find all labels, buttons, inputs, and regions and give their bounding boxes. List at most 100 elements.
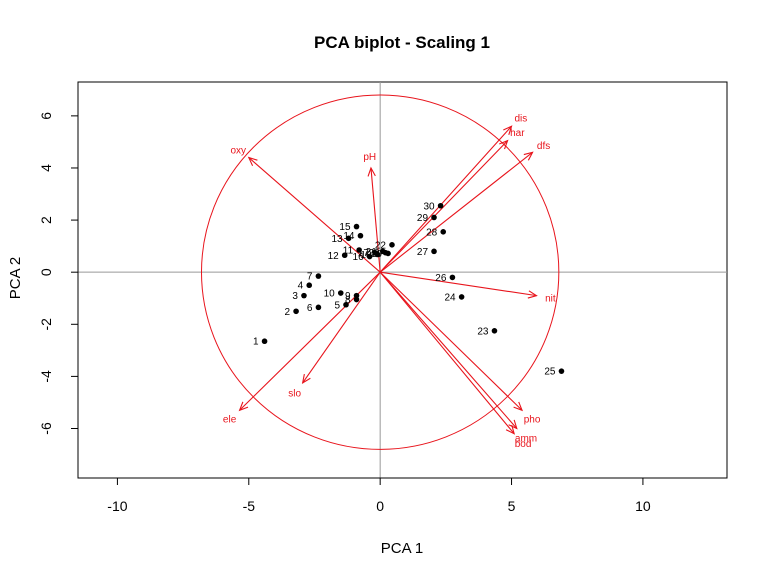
site-point-15	[353, 223, 360, 230]
variable-label-pH: pH	[363, 152, 376, 163]
variable-arrowhead-dfs	[523, 151, 534, 161]
variable-label-pho: pho	[524, 415, 541, 426]
site-label-30: 30	[423, 201, 435, 212]
site-label-6: 6	[307, 303, 313, 314]
x-axis-label: PCA 1	[381, 540, 424, 557]
site-point-23	[491, 328, 498, 334]
variable-label-har: har	[510, 128, 525, 139]
variable-arrow-bod	[379, 271, 515, 435]
site-point-5	[343, 301, 349, 308]
variable-arrow-amm	[379, 271, 518, 429]
site-point-22	[389, 242, 395, 248]
variable-label-oxy: oxy	[230, 146, 246, 157]
y-tick-label: -2	[38, 318, 54, 331]
site-label-7: 7	[307, 272, 313, 283]
site-point-3	[301, 292, 307, 299]
site-point-6	[315, 304, 322, 311]
variable-arrow-dfs	[379, 151, 533, 273]
site-label-15: 15	[339, 222, 351, 233]
y-axis-label: PCA 2	[7, 257, 24, 300]
site-label-5: 5	[334, 300, 340, 311]
variable-label-amm: amm	[515, 434, 537, 445]
variable-arrow-nit	[380, 271, 537, 297]
site-label-3: 3	[292, 291, 298, 302]
site-label-29: 29	[417, 213, 429, 224]
site-point-30	[437, 202, 444, 209]
variable-label-ele: ele	[223, 415, 237, 426]
site-label-19: 19	[371, 249, 383, 260]
variable-arrowhead-pH	[367, 166, 376, 177]
variable-label-dfs: dfs	[537, 141, 550, 152]
site-point-13	[345, 235, 352, 242]
y-tick-label: -6	[38, 422, 54, 435]
y-tick-label: 4	[38, 164, 54, 172]
site-label-20: 20	[368, 248, 380, 259]
site-label-1: 1	[253, 337, 259, 348]
x-tick-label: -5	[243, 498, 256, 514]
site-label-24: 24	[444, 292, 456, 303]
x-tick-label: 10	[635, 498, 651, 514]
site-point-28	[440, 229, 447, 235]
site-point-25	[558, 368, 565, 374]
site-label-23: 23	[477, 326, 489, 337]
x-tick-label: 5	[508, 498, 516, 514]
variable-arrowhead-slo	[301, 373, 311, 385]
x-tick-label: -10	[107, 498, 127, 514]
site-label-17: 17	[358, 248, 370, 259]
site-point-12	[341, 252, 348, 259]
x-tick-label: 0	[376, 498, 384, 514]
variable-arrowhead-pho	[513, 401, 524, 412]
y-tick-label: 0	[38, 268, 54, 276]
site-label-27: 27	[417, 247, 429, 258]
site-label-9: 9	[345, 291, 351, 302]
plot-frame	[77, 81, 728, 479]
site-point-7	[315, 273, 322, 279]
variable-arrow-ele	[239, 271, 381, 411]
site-label-14: 14	[343, 231, 355, 242]
variable-arrowhead-amm	[508, 419, 518, 430]
site-point-4	[306, 282, 313, 289]
site-label-28: 28	[426, 227, 438, 238]
variable-arrowhead-dis	[503, 125, 513, 136]
site-label-8: 8	[345, 295, 351, 306]
site-point-8	[353, 296, 360, 303]
variable-arrowhead-oxy	[247, 156, 258, 166]
variable-label-nit: nit	[545, 293, 556, 304]
site-point-14	[357, 232, 364, 239]
site-point-29	[431, 214, 437, 221]
site-label-11: 11	[343, 246, 354, 257]
chart-title: PCA biplot - Scaling 1	[314, 33, 490, 52]
variable-arrow-slo	[302, 271, 381, 384]
site-point-10	[337, 290, 344, 296]
variable-arrow-pho	[379, 271, 523, 411]
variable-arrow-har	[379, 140, 508, 273]
site-label-22: 22	[375, 240, 387, 251]
site-label-21: 21	[366, 247, 378, 258]
site-point-21	[379, 248, 386, 255]
site-point-1	[261, 338, 268, 345]
site-label-18: 18	[360, 250, 372, 261]
variable-arrow-dis	[379, 125, 512, 273]
site-label-25: 25	[544, 367, 556, 378]
site-label-10: 10	[324, 289, 336, 300]
site-point-9	[353, 292, 360, 299]
site-label-4: 4	[298, 281, 304, 292]
site-point-26	[449, 274, 456, 281]
variable-arrowhead-nit	[527, 290, 538, 299]
y-tick-label: -4	[38, 370, 54, 383]
variable-arrowhead-bod	[505, 424, 516, 435]
equilibrium-circle	[200, 94, 560, 450]
site-label-12: 12	[328, 251, 340, 262]
site-label-2: 2	[285, 307, 291, 318]
site-point-11	[356, 247, 362, 253]
y-tick-label: 2	[38, 216, 54, 224]
variable-arrowhead-ele	[238, 401, 249, 412]
site-point-2	[293, 308, 299, 315]
site-point-16	[366, 253, 373, 260]
site-label-16: 16	[353, 252, 365, 263]
site-point-27	[431, 248, 437, 255]
y-tick-label: 6	[38, 112, 54, 120]
variable-label-slo: slo	[288, 389, 301, 400]
